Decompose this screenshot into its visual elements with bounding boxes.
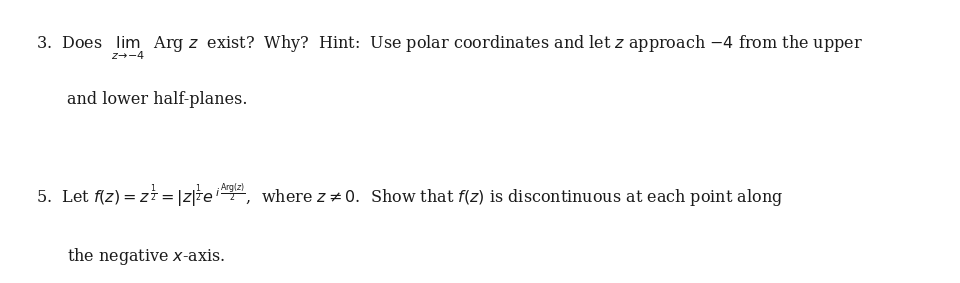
Text: the negative $x$-axis.: the negative $x$-axis. xyxy=(67,246,226,267)
Text: 5.  Let $f(z) = z^{\,\frac{1}{2}} = |z|^{\frac{1}{2}} e^{\,i\,\frac{\mathrm{Arg}: 5. Let $f(z) = z^{\,\frac{1}{2}} = |z|^{… xyxy=(36,181,783,210)
Text: 3.  Does  $\lim_{z \to -4}$  Arg $z$  exist?  Why?  Hint:  Use polar coordinates: 3. Does $\lim_{z \to -4}$ Arg $z$ exist?… xyxy=(36,34,863,62)
Text: and lower half-planes.: and lower half-planes. xyxy=(67,91,248,108)
